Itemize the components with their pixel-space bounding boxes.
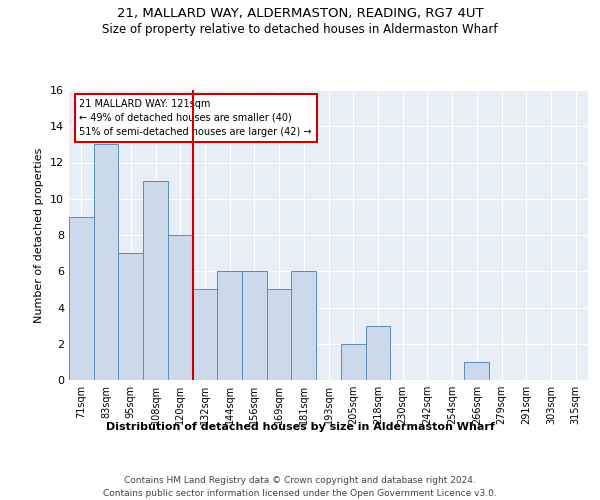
Text: Size of property relative to detached houses in Aldermaston Wharf: Size of property relative to detached ho… xyxy=(102,22,498,36)
Bar xyxy=(464,362,489,380)
Text: Contains public sector information licensed under the Open Government Licence v3: Contains public sector information licen… xyxy=(103,489,497,498)
Text: 21, MALLARD WAY, ALDERMASTON, READING, RG7 4UT: 21, MALLARD WAY, ALDERMASTON, READING, R… xyxy=(116,8,484,20)
Bar xyxy=(94,144,118,380)
Bar xyxy=(341,344,365,380)
Text: 21 MALLARD WAY: 121sqm
← 49% of detached houses are smaller (40)
51% of semi-det: 21 MALLARD WAY: 121sqm ← 49% of detached… xyxy=(79,98,312,136)
Bar xyxy=(168,235,193,380)
Text: Distribution of detached houses by size in Aldermaston Wharf: Distribution of detached houses by size … xyxy=(106,422,494,432)
Bar xyxy=(217,271,242,380)
Y-axis label: Number of detached properties: Number of detached properties xyxy=(34,148,44,322)
Bar xyxy=(365,326,390,380)
Bar xyxy=(292,271,316,380)
Bar xyxy=(143,180,168,380)
Bar xyxy=(69,217,94,380)
Bar xyxy=(118,253,143,380)
Bar xyxy=(267,290,292,380)
Bar xyxy=(242,271,267,380)
Text: Contains HM Land Registry data © Crown copyright and database right 2024.: Contains HM Land Registry data © Crown c… xyxy=(124,476,476,485)
Bar xyxy=(193,290,217,380)
